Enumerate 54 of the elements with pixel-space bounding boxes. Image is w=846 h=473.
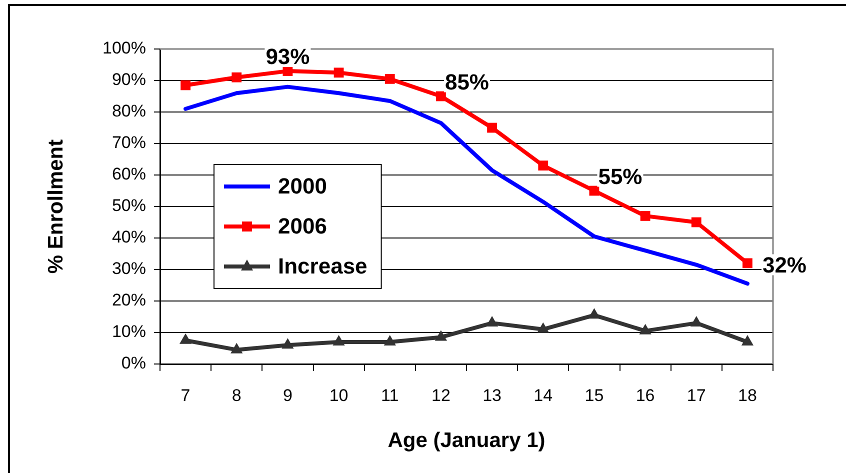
x-tick-label: 13	[482, 386, 502, 405]
point	[538, 160, 548, 170]
x-tick-label: 17	[686, 386, 706, 405]
point	[742, 258, 752, 268]
x-axis-title: Age (January 1)	[388, 429, 546, 452]
point	[384, 334, 396, 346]
point	[589, 186, 600, 196]
data-label: 93%	[266, 44, 310, 70]
y-axis-title: % Enrollment	[44, 139, 68, 274]
point	[691, 217, 702, 228]
y-tick-label: 70%	[112, 133, 146, 152]
point	[230, 342, 243, 354]
x-tick-label: 9	[282, 386, 292, 405]
data-label: 55%	[598, 164, 642, 189]
x-tick-label: 12	[431, 386, 450, 405]
x-tick-label: 7	[180, 386, 190, 405]
y-tick-label: 50%	[112, 196, 146, 216]
y-tick-label: 30%	[112, 259, 146, 278]
x-tick-label: 16	[636, 386, 655, 405]
point	[487, 122, 497, 133]
legend-label: 2006	[278, 214, 327, 239]
y-tick-label: 60%	[112, 164, 146, 184]
point	[588, 308, 600, 319]
x-tick-label: 15	[584, 386, 604, 405]
data-label: 85%	[444, 69, 490, 94]
x-tick-label: 11	[381, 386, 399, 405]
point	[537, 322, 550, 333]
y-tick-label: 90%	[112, 70, 146, 90]
y-tick-label: 0%	[121, 354, 146, 373]
y-tick-label: 100%	[102, 38, 146, 58]
point	[282, 338, 294, 349]
y-tick-label: 20%	[112, 290, 146, 310]
point	[232, 72, 242, 82]
point	[434, 330, 448, 341]
point	[741, 334, 754, 346]
y-tick-label: 40%	[112, 228, 146, 247]
y-tick-label: 80%	[112, 102, 146, 121]
point	[179, 333, 192, 344]
x-tick-label: 14	[534, 386, 553, 405]
data-label: 32%	[762, 252, 807, 278]
point	[436, 91, 446, 102]
y-tick-label: 10%	[112, 322, 146, 342]
point	[332, 334, 345, 346]
x-tick-label: 8	[232, 386, 242, 405]
point	[180, 80, 190, 90]
x-tick-label: 18	[738, 386, 757, 405]
point	[639, 324, 652, 334]
legend-label: Increase	[278, 254, 368, 279]
x-tick-label: 10	[329, 386, 348, 405]
point	[486, 316, 498, 327]
point	[334, 68, 344, 78]
legend-label: 2000	[278, 174, 327, 199]
point	[384, 74, 395, 84]
point	[640, 211, 650, 221]
